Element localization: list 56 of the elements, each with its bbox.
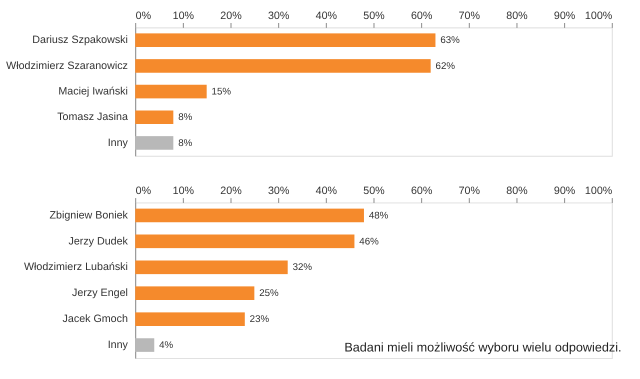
bar — [135, 59, 431, 73]
data-label: 23% — [250, 314, 270, 326]
y-tick-label: Jerzy Dudek — [68, 235, 129, 248]
y-tick-label: Zbigniew Boniek — [49, 209, 129, 222]
x-tick-label: 0% — [136, 10, 152, 22]
bar — [135, 208, 364, 222]
x-tick-label: 40% — [316, 185, 338, 198]
annotation: Badani mieli możliwość wyboru wielu odpowiedzi. — [344, 340, 622, 354]
x-tick-label: 80% — [506, 185, 528, 198]
x-tick-label: 70% — [458, 10, 480, 22]
y-tick-label: Jacek Gmoch — [62, 313, 128, 326]
x-tick-label: 10% — [172, 185, 195, 198]
x-tick-label: 90% — [554, 10, 576, 22]
data-label: 15% — [212, 86, 232, 98]
bar — [135, 234, 354, 248]
x-tick-label: 60% — [410, 185, 433, 198]
y-tick-label: Inny — [108, 136, 129, 149]
data-label: 46% — [359, 236, 380, 248]
x-tick-label: 40% — [316, 10, 338, 22]
bar — [135, 33, 436, 48]
bar — [135, 136, 174, 150]
data-label: 4% — [159, 340, 174, 352]
bar — [135, 286, 254, 300]
y-tick-label: Maciej Iwański — [58, 85, 128, 98]
x-tick-label: 30% — [268, 185, 290, 198]
y-tick-label: Dariusz Szpakowski — [32, 34, 128, 46]
x-tick-label: 70% — [458, 185, 480, 198]
y-tick-label: Tomasz Jasina — [57, 111, 128, 124]
bar — [135, 260, 288, 274]
y-tick-label: Włodzimierz Szaranowicz — [6, 60, 128, 72]
x-tick-label: 50% — [363, 10, 386, 22]
data-label: 48% — [368, 210, 389, 222]
x-tick-label: 100% — [584, 185, 613, 198]
x-tick-label: 50% — [363, 185, 386, 198]
x-tick-label: 60% — [410, 10, 433, 22]
y-tick-label: Inny — [108, 339, 129, 352]
x-tick-label: 90% — [554, 185, 576, 198]
bar — [135, 110, 174, 124]
x-tick-label: 10% — [172, 10, 195, 22]
x-tick-label: 20% — [220, 185, 242, 198]
x-tick-label: 30% — [268, 10, 290, 22]
data-label: 62% — [436, 60, 456, 72]
x-tick-label: 100% — [584, 10, 613, 22]
x-tick-label: 0% — [136, 185, 152, 198]
data-label: 25% — [259, 288, 280, 300]
bar — [135, 338, 154, 352]
bar — [135, 312, 245, 326]
data-label: 63% — [440, 35, 460, 46]
data-label: 8% — [178, 112, 193, 124]
x-tick-label: 80% — [506, 10, 528, 22]
data-label: 8% — [178, 138, 193, 149]
y-tick-label: Włodzimierz Lubański — [24, 261, 128, 274]
x-tick-label: 20% — [220, 10, 242, 22]
bar — [135, 84, 207, 98]
y-tick-label: Jerzy Engel — [72, 287, 128, 300]
data-label: 32% — [292, 262, 312, 274]
